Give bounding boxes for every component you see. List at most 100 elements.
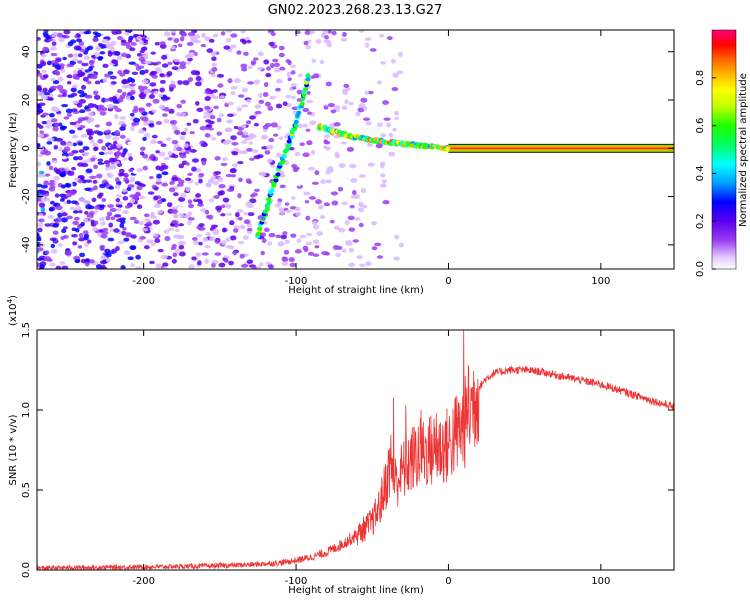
spectrogram-noise-cell <box>49 262 56 267</box>
spectrogram-noise-cell <box>85 128 93 134</box>
spectrogram-noise-cell <box>82 151 90 156</box>
spectrogram-noise-cell <box>167 61 173 66</box>
spectrogram-noise-cell <box>268 137 275 143</box>
spectrogram-noise-cell <box>104 73 111 78</box>
spectrogram-noise-cell <box>226 253 234 257</box>
spectrogram-noise-cell <box>177 43 183 48</box>
spectrogram-noise-cell <box>129 245 137 251</box>
spectrogram-noise-cell <box>270 122 278 128</box>
spectrogram-noise-cell <box>357 207 365 213</box>
spectrogram-noise-cell <box>66 250 72 255</box>
spectrogram-noise-cell <box>63 50 70 55</box>
spectrogram-noise-cell <box>202 115 210 119</box>
spectrogram-noise-cell <box>163 118 170 124</box>
spectrogram-noise-cell <box>348 101 354 106</box>
spectrogram-noise-cell <box>230 235 237 241</box>
spectrogram-noise-cell <box>84 210 89 215</box>
spectrogram-noise-cell <box>263 59 270 65</box>
figure-title: GN02.2023.268.23.13.G27 <box>268 3 443 18</box>
spectrogram-noise-cell <box>141 116 149 122</box>
spectrogram-noise-cell <box>309 120 317 126</box>
spectrogram-noise-cell <box>246 180 253 185</box>
spectrogram-noise-cell <box>145 36 151 41</box>
spectrogram-noise-cell <box>233 125 239 130</box>
spectrogram-noise-cell <box>208 38 215 43</box>
spectrogram-noise-cell <box>293 166 300 171</box>
spectrogram-noise-cell <box>47 214 55 219</box>
spectrogram-noise-cell <box>174 228 180 233</box>
spectrogram-noise-cell <box>117 70 123 75</box>
spectrogram-noise-cell <box>305 128 311 132</box>
spectrogram-noise-cell <box>138 85 143 91</box>
spectrogram-y-tick-label: -20 <box>21 188 32 204</box>
spectrogram-noise-cell <box>220 162 228 167</box>
spectrogram-noise-cell <box>39 189 47 195</box>
spectrogram-noise-cell <box>152 98 160 104</box>
spectrogram-noise-cell <box>128 61 136 65</box>
spectrogram-noise-cell <box>55 217 63 223</box>
spectrogram-noise-cell <box>180 32 188 37</box>
spectrogram-noise-cell <box>364 90 369 95</box>
spectrogram-noise-cell <box>43 148 48 154</box>
spectrogram-noise-cell <box>71 108 78 112</box>
spectrogram-noise-cell <box>93 130 101 134</box>
spectrogram-noise-cell <box>140 46 148 51</box>
spectrogram-noise-cell <box>116 55 123 61</box>
spectrogram-noise-cell <box>68 190 76 196</box>
spectrogram-noise-cell <box>364 42 370 48</box>
spectrogram-noise-cell <box>308 196 317 200</box>
spectrogram-noise-cell <box>139 94 146 100</box>
spectrogram-noise-cell <box>252 57 259 61</box>
spectrogram-noise-cell <box>77 155 83 161</box>
spectrogram-noise-cell <box>262 91 269 98</box>
spectrogram-noise-cell <box>394 234 400 240</box>
spectrogram-noise-cell <box>170 209 178 214</box>
spectrogram-noise-cell <box>88 259 95 264</box>
spectrogram-noise-cell <box>171 243 177 249</box>
spectrogram-noise-cell <box>92 142 99 148</box>
spectrogram-noise-cell <box>205 124 213 128</box>
spectrogram-noise-cell <box>153 186 160 191</box>
spectrogram-noise-cell <box>83 233 90 238</box>
spectrogram-noise-cell <box>144 60 152 65</box>
spectrogram-noise-cell <box>277 241 285 247</box>
spectrogram-noise-cell <box>163 156 170 161</box>
spectrogram-noise-cell <box>106 211 113 217</box>
spectrogram-noise-cell <box>219 95 225 99</box>
spectrogram-noise-cell <box>108 186 115 190</box>
spectrogram-noise-cell <box>87 103 95 109</box>
spectrogram-noise-cell <box>379 34 385 38</box>
spectrogram-noise-cell <box>123 262 131 267</box>
spectrogram-noise-cell <box>61 103 69 108</box>
spectrogram-noise-cell <box>185 61 191 65</box>
colorbar-tick-label: 0.2 <box>695 213 706 229</box>
spectrogram-noise-cell <box>201 160 207 166</box>
spectrogram-noise-cell <box>358 174 366 179</box>
spectrogram-noise-cell <box>179 112 187 116</box>
spectrogram-noise-cell <box>323 202 331 207</box>
spectrogram-noise-cell <box>204 209 210 215</box>
spectrogram-noise-cell <box>240 263 249 268</box>
spectrogram-noise-cell <box>385 76 392 81</box>
spectrogram-noise-cell <box>122 91 127 97</box>
spectrogram-noise-cell <box>285 209 292 213</box>
spectrogram-trace-cell <box>445 146 451 151</box>
spectrogram-noise-cell <box>319 215 326 219</box>
spectrogram-noise-cell <box>193 239 199 245</box>
spectrogram-noise-cell <box>290 70 296 75</box>
spectrogram-noise-cell <box>320 179 326 184</box>
spectrogram-noise-cell <box>194 70 201 75</box>
spectrogram-noise-cell <box>267 30 275 33</box>
spectrogram-noise-cell <box>78 31 85 35</box>
spectrogram-noise-cell <box>134 192 142 197</box>
spectrogram-noise-cell <box>176 183 184 187</box>
spectrogram-noise-cell <box>115 208 122 212</box>
spectrogram-noise-cell <box>331 30 337 36</box>
spectrogram-noise-cell <box>230 135 237 141</box>
spectrogram-noise-cell <box>80 221 85 227</box>
spectrogram-noise-cell <box>309 30 316 35</box>
spectrogram-noise-cell <box>143 213 150 218</box>
spectrogram-noise-cell <box>52 160 58 164</box>
spectrogram-noise-cell <box>101 145 107 151</box>
